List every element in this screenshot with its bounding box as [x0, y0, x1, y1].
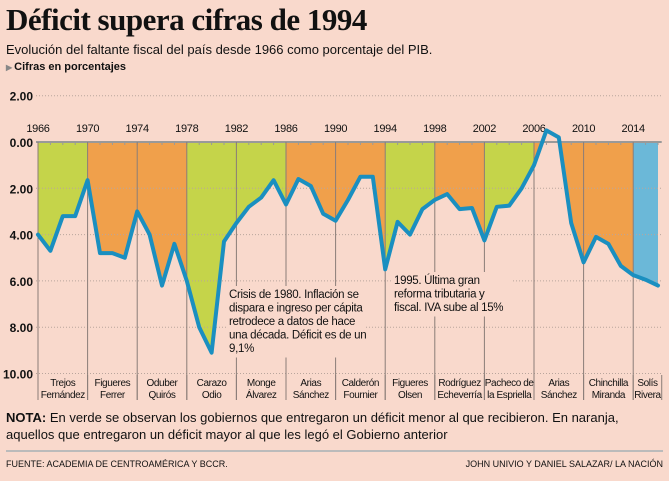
government-name: Solís: [637, 378, 658, 389]
x-tick-label: 1966: [26, 123, 49, 135]
source: FUENTE: ACADEMIA DE CENTROAMÉRICA Y BCCR…: [6, 459, 228, 469]
annotation-text: 1995. Última gran: [394, 274, 480, 287]
note-text: En verde se observan los gobiernos que e…: [6, 410, 619, 442]
government-name: Sánchez: [293, 390, 330, 401]
government-name: Figueres: [95, 378, 131, 389]
x-tick-label: 2002: [473, 123, 496, 135]
x-tick-label: 1998: [423, 123, 446, 135]
y-tick-label: 2.00: [10, 90, 34, 104]
annotation-bg: [226, 286, 366, 358]
y-tick-label: 4.00: [10, 229, 34, 243]
chart-title: Déficit supera cifras de 1994: [6, 2, 367, 37]
units-text: Cifras en porcentajes: [14, 61, 127, 73]
x-tick-label: 1974: [126, 123, 149, 135]
government-name: Rodríguez: [438, 378, 481, 389]
government-name: Miranda: [592, 390, 626, 401]
government-name: Monge: [247, 378, 276, 389]
units-label: ▶ Cifras en porcentajes: [6, 61, 126, 73]
note: NOTA: En verde se observan los gobiernos…: [6, 409, 661, 443]
x-tick-label: 1990: [324, 123, 347, 135]
government-name: Calderón: [342, 378, 379, 389]
government-fill: [87, 142, 138, 353]
government-name: Ferrer: [100, 390, 126, 401]
government-name: la Espriella: [487, 390, 532, 401]
x-tick-label: 2010: [572, 123, 595, 135]
government-name: Trejos: [50, 378, 75, 389]
annotation-text: fiscal. IVA sube al 15%: [394, 302, 503, 314]
x-tick-label: 1970: [76, 123, 99, 135]
x-tick-label: 2006: [522, 123, 545, 135]
divider: [6, 450, 663, 452]
annotation-text: dispara e ingreso per cápita: [229, 303, 363, 315]
x-tick-label: 2014: [622, 123, 645, 135]
y-tick-label: 6.00: [10, 275, 34, 289]
y-tick-label: 10.00: [3, 368, 33, 382]
government-fill: [434, 142, 485, 353]
x-tick-label: 1978: [175, 123, 198, 135]
government-name: Carazo: [197, 378, 228, 389]
y-tick-label: 2.00: [10, 182, 34, 196]
government-fill: [385, 142, 435, 353]
chart-subtitle: Evolución del faltante fiscal del país d…: [6, 42, 433, 57]
x-tick-label: 1994: [374, 123, 397, 135]
government-name: Quirós: [148, 390, 175, 401]
government-name: Odio: [202, 390, 222, 401]
government-fill: [38, 142, 88, 353]
annotation-bg: [391, 272, 511, 317]
government-fill: [534, 142, 584, 353]
x-tick-label: 1986: [274, 123, 297, 135]
annotation-text: 9,1%: [229, 343, 254, 355]
credit: JOHN UNIVIO Y DANIEL SALAZAR/ LA NACIÓN: [465, 459, 663, 469]
government-name: Arias: [548, 378, 569, 389]
government-name: Oduber: [147, 378, 179, 389]
annotation-text: Crisis de 1980. Inflación se: [229, 289, 359, 301]
government-name: Álvarez: [246, 388, 277, 401]
annotation-text: reforma tributaria y: [394, 289, 485, 301]
annotation-text: una década. Déficit es de un: [229, 330, 366, 342]
government-name: Arias: [300, 378, 321, 389]
annotation-text: retrodece a datos de hace: [229, 316, 355, 328]
government-name: Sánchez: [541, 390, 578, 401]
note-label: NOTA:: [6, 410, 47, 425]
government-name: Fernández: [41, 390, 86, 401]
government-fill: [583, 142, 634, 353]
government-name: Echeverría: [437, 390, 482, 401]
government-name: Figueres: [392, 378, 428, 389]
y-tick-label: 0.00: [10, 136, 34, 150]
government-fill: [633, 142, 658, 353]
y-tick-label: 8.00: [10, 321, 34, 335]
government-name: Chinchilla: [589, 378, 629, 389]
government-name: Olsen: [398, 390, 422, 401]
government-name: Pacheco de: [485, 378, 535, 389]
government-name: Rivera: [634, 390, 661, 401]
government-name: Fournier: [343, 390, 378, 401]
x-tick-label: 1982: [225, 123, 248, 135]
deficit-chart: 2.00 0.00 2.00 4.00 6.00 8.00 10.00 1966 1970 197…: [3, 90, 663, 401]
triangle-right-icon: ▶: [6, 63, 13, 72]
